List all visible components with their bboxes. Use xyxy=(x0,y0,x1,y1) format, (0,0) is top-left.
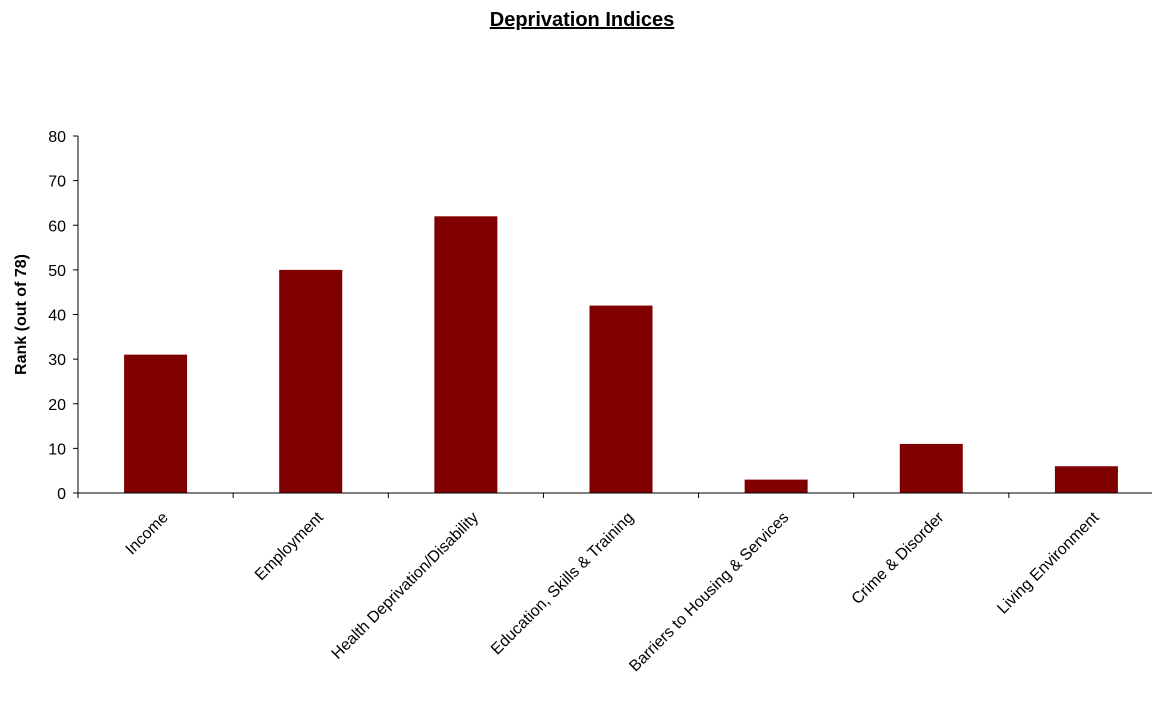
x-tick-label: Living Environment xyxy=(994,509,1103,618)
x-tick-label: Crime & Disorder xyxy=(849,509,948,608)
x-tick-label: Health Deprivation/Disability xyxy=(329,509,483,663)
y-ticks: 0 10 20 30 40 50 60 70 80 xyxy=(48,129,78,503)
y-tick-label: 30 xyxy=(48,352,66,369)
y-tick-label: 40 xyxy=(48,308,66,325)
bar xyxy=(279,269,343,493)
y-tick-label: 60 xyxy=(48,218,66,235)
x-tick-label: Employment xyxy=(252,509,327,584)
x-tick-label: Income xyxy=(123,509,172,558)
y-tick-label: 20 xyxy=(48,397,66,414)
y-tick-label: 80 xyxy=(48,129,66,146)
y-axis-title: Rank (out of 78) xyxy=(13,254,30,375)
chart-title: Deprivation Indices xyxy=(489,9,675,31)
y-tick-label: 70 xyxy=(48,174,66,191)
x-ticks: Income Employment Health Deprivation/Disab… xyxy=(77,493,1103,675)
bars xyxy=(124,216,1118,493)
y-tick-label: 10 xyxy=(48,441,66,458)
bar xyxy=(434,216,498,493)
y-tick-label: 50 xyxy=(48,263,66,280)
x-tick-label: Education, Skills & Training xyxy=(488,509,637,658)
bar xyxy=(124,354,188,493)
bar xyxy=(1054,466,1118,493)
y-tick-label: 0 xyxy=(57,486,66,503)
bar xyxy=(589,305,653,493)
bar xyxy=(899,443,963,493)
bar xyxy=(744,479,808,493)
x-tick-label: Barriers to Housing & Services xyxy=(626,509,792,675)
